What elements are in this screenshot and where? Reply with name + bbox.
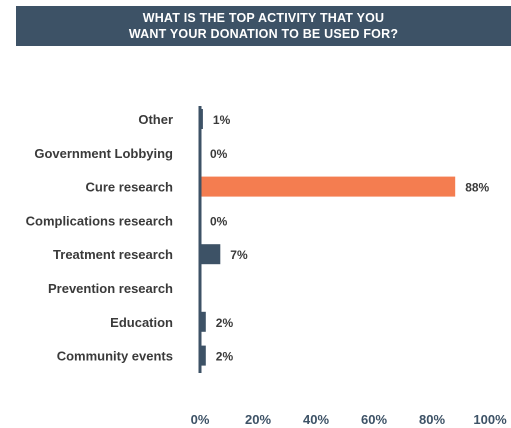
category-label: Community events xyxy=(57,349,173,364)
x-tick-label: 20% xyxy=(245,412,271,427)
bar xyxy=(200,311,206,332)
bar xyxy=(200,244,221,265)
bar xyxy=(200,176,456,197)
value-label: 0% xyxy=(210,214,228,228)
category-label: Other xyxy=(138,112,173,127)
value-label: 7% xyxy=(230,248,248,262)
value-label: 2% xyxy=(216,350,234,364)
chart-title-banner: WHAT IS THE TOP ACTIVITY THAT YOU WANT Y… xyxy=(16,6,511,46)
chart-title-line-2: WANT YOUR DONATION TO BE USED FOR? xyxy=(128,27,399,41)
category-label: Cure research xyxy=(86,180,173,195)
x-tick-label: 100% xyxy=(473,412,507,427)
category-label: Education xyxy=(110,315,173,330)
x-tick-label: 40% xyxy=(303,412,329,427)
value-label: 2% xyxy=(216,316,234,330)
category-label: Complications research xyxy=(26,213,173,228)
category-label: Government Lobbying xyxy=(34,146,173,161)
category-label: Prevention research xyxy=(48,281,173,296)
value-label: 1% xyxy=(213,113,231,127)
chart-title-line-1: WHAT IS THE TOP ACTIVITY THAT YOU xyxy=(142,11,385,25)
value-label: 0% xyxy=(210,147,228,161)
x-tick-label: 60% xyxy=(361,412,387,427)
category-label: Treatment research xyxy=(53,247,173,262)
value-label: 88% xyxy=(465,181,489,195)
x-tick-label: 80% xyxy=(419,412,445,427)
bar xyxy=(200,345,206,366)
x-tick-label: 0% xyxy=(191,412,210,427)
